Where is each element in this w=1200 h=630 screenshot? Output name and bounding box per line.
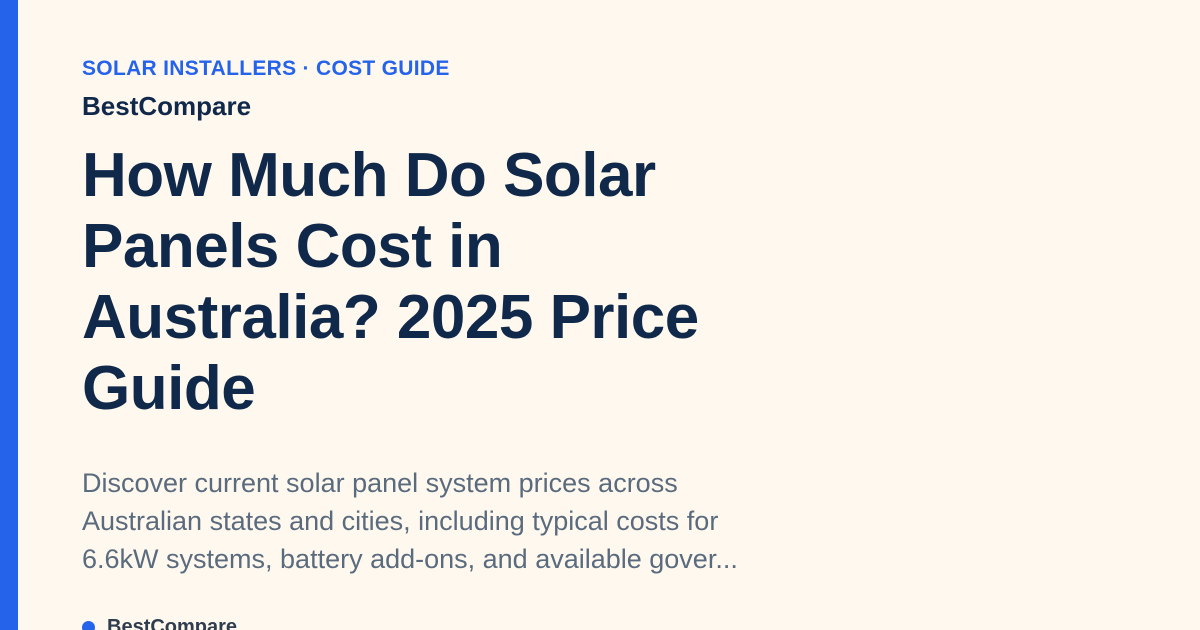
- bullet-dot-icon: [82, 620, 95, 630]
- article-description: Discover current solar panel system pric…: [82, 468, 738, 574]
- site-footer: BestCompare: [82, 614, 237, 630]
- accent-bar: [0, 0, 18, 630]
- site-name: BestCompare: [107, 616, 238, 630]
- brand-name: BestCompare: [82, 91, 252, 121]
- category-eyebrow: SOLAR INSTALLERS · COST GUIDE: [82, 57, 450, 80]
- card-content: SOLAR INSTALLERS · COST GUIDE BestCompar…: [82, 56, 782, 578]
- article-title: How Much Do Solar Panels Cost in Austral…: [82, 141, 699, 423]
